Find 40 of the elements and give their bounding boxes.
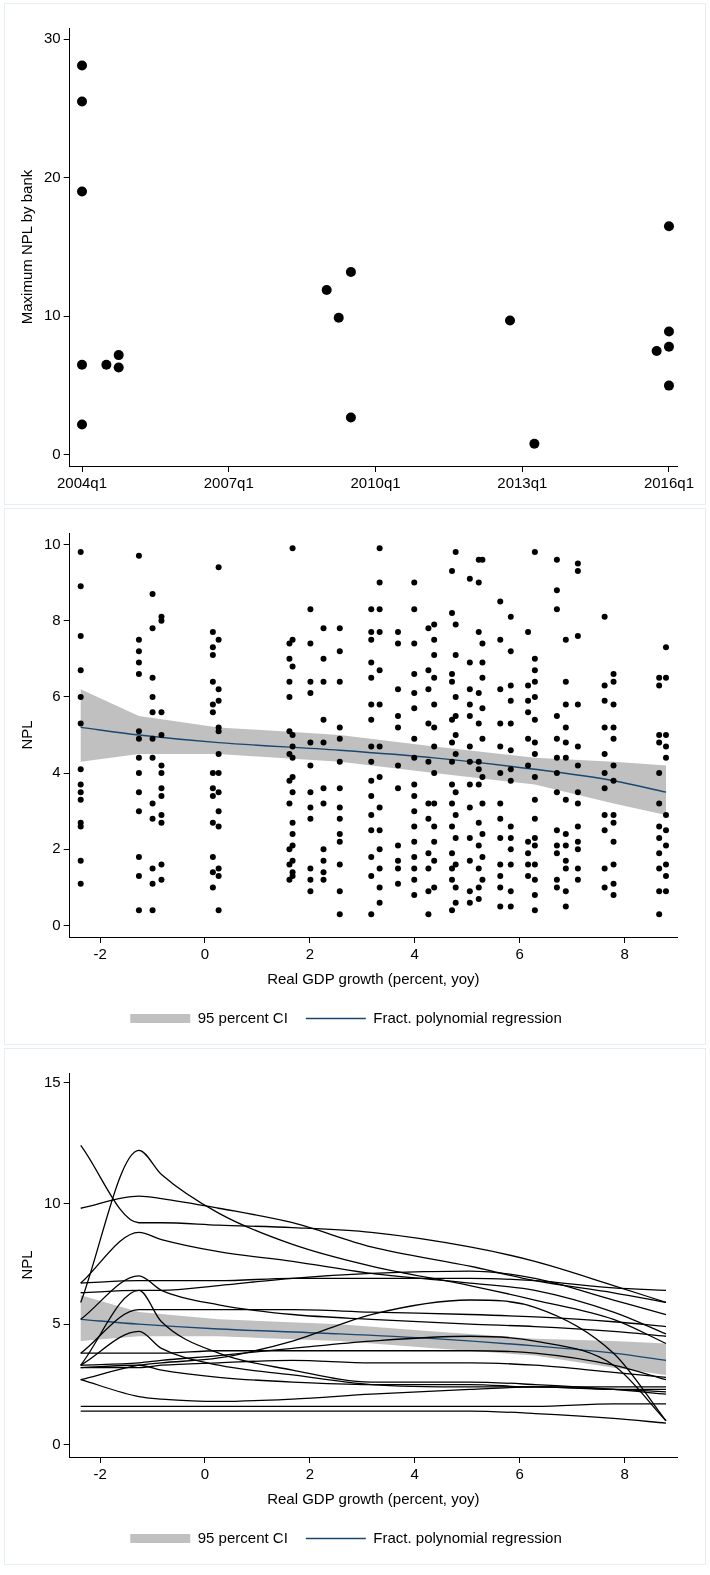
x-tick-label: 0 bbox=[200, 1465, 210, 1483]
x-tick-label: 2 bbox=[305, 1465, 315, 1483]
x-tick-label: 2007q1 bbox=[203, 474, 254, 492]
y-axis-title: NPL bbox=[18, 720, 36, 750]
y-tick-label: 0 bbox=[52, 445, 61, 463]
x-tick-label: -2 bbox=[93, 1465, 107, 1483]
y-tick-label: 4 bbox=[52, 763, 61, 781]
x-tick-label: -2 bbox=[93, 945, 107, 963]
y-axis-title: NPL bbox=[18, 1250, 36, 1280]
text: 95 percent CI bbox=[197, 1528, 288, 1546]
y-tick-label: 6 bbox=[52, 687, 61, 705]
y-tick-label: 20 bbox=[44, 167, 61, 185]
x-axis-title: Real GDP growth (percent, yoy) bbox=[267, 970, 480, 988]
y-axis-title: Maximum NPL by bank bbox=[18, 169, 36, 325]
y-tick-label: 8 bbox=[52, 610, 61, 628]
x-tick-label: 2004q1 bbox=[56, 474, 108, 492]
x-tick-label: 2016q1 bbox=[643, 474, 694, 492]
x-tick-label: 2 bbox=[305, 945, 315, 963]
x-tick-label: 8 bbox=[620, 1465, 629, 1483]
x-tick-label: 6 bbox=[515, 1465, 524, 1483]
y-tick-label: 0 bbox=[52, 915, 61, 933]
x-tick-label: 4 bbox=[410, 1465, 419, 1483]
x-tick-label: 2013q1 bbox=[497, 474, 548, 492]
legend-label: Fract. polynomial regression bbox=[373, 1528, 562, 1546]
x-tick-label: 2010q1 bbox=[350, 474, 401, 492]
y-tick-label: 15 bbox=[44, 1072, 61, 1090]
legend-label: Fract. polynomial regression bbox=[373, 1008, 562, 1026]
x-tick-label: 8 bbox=[620, 945, 629, 963]
x-tick-label: 6 bbox=[515, 945, 524, 963]
y-tick-label: 30 bbox=[44, 29, 61, 47]
y-tick-label: 2 bbox=[52, 839, 61, 857]
y-tick-label: 10 bbox=[44, 306, 61, 324]
y-tick-label: 10 bbox=[44, 534, 61, 552]
y-tick-label: 10 bbox=[44, 1193, 61, 1211]
x-axis-title: Real GDP growth (percent, yoy) bbox=[267, 1490, 480, 1508]
x-tick-label: 0 bbox=[200, 945, 210, 963]
x-tick-label: 4 bbox=[410, 945, 419, 963]
y-tick-label: 5 bbox=[52, 1314, 61, 1332]
text: 95 percent CI bbox=[197, 1008, 288, 1026]
y-tick-label: 0 bbox=[52, 1435, 61, 1453]
